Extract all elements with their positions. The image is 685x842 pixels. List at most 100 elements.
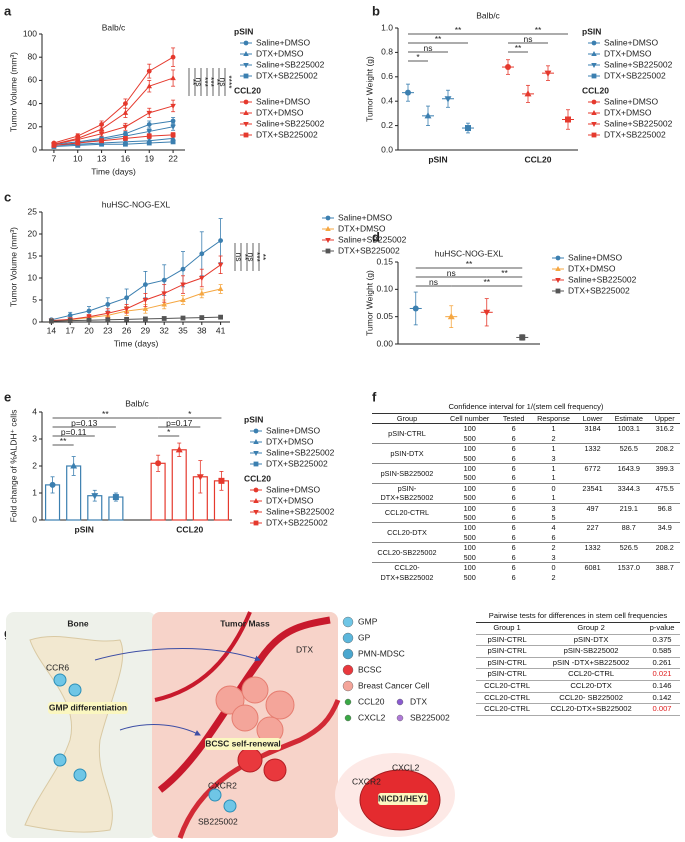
legend-marker	[243, 121, 249, 127]
legend-label: DTX+SB225002	[604, 70, 666, 80]
table-cell: 208.2	[649, 542, 680, 563]
legend-label: Saline+SB225002	[568, 274, 637, 284]
table-cell: 6	[497, 443, 530, 454]
y-axis-label: Tumor Volume (mm³)	[8, 227, 18, 307]
panel-label: a	[4, 3, 12, 18]
data-point	[67, 313, 73, 318]
sig-label: ns	[234, 253, 244, 262]
table-cell: pSIN-CTRL	[476, 634, 539, 647]
data-point	[146, 129, 153, 135]
table-row: 500 6 1	[372, 473, 680, 483]
table-cell: 6	[551, 532, 556, 542]
legend-label: DTX+SB225002	[256, 129, 318, 139]
data-point	[170, 54, 176, 60]
data-point	[75, 140, 81, 146]
table-cell: 3344.3	[608, 482, 650, 504]
table-row: 500 6 2	[372, 573, 680, 582]
data-point	[51, 142, 57, 148]
sig-label: **	[102, 409, 109, 419]
legend-label: Saline+SB225002	[256, 118, 325, 128]
data-point	[123, 136, 128, 141]
data-point	[142, 297, 149, 303]
legend-label: DTX+DMSO	[266, 436, 314, 446]
table-g: Pairwise tests for differences in stem c…	[476, 611, 680, 716]
x-tick-label: 41	[216, 325, 226, 335]
legend-label: Saline+SB225002	[338, 234, 407, 244]
diagram-legend-icon	[396, 714, 404, 722]
series-line	[53, 105, 174, 145]
chart-title: Balb/c	[476, 10, 500, 20]
data-point	[218, 238, 224, 244]
x-tick-label: 32	[159, 325, 169, 335]
table-cell: 0.146	[644, 680, 680, 693]
data-point	[146, 83, 153, 89]
table-row: CCL20-DTX 100 6 4 227 88.7 34.9	[372, 522, 680, 543]
diagram-label: DTX	[296, 644, 313, 654]
sig-label: **	[240, 254, 250, 261]
table-cell: 227	[577, 522, 609, 543]
table-cell: 500	[463, 473, 476, 483]
table-cell: 388.7	[649, 562, 680, 582]
legend-marker	[591, 40, 597, 46]
sig-label: p=0.17	[166, 418, 193, 428]
legend-marker	[555, 255, 561, 261]
label-box	[48, 702, 128, 714]
x-tick-label: 14	[47, 325, 57, 335]
table-cell: 500	[463, 513, 476, 523]
data-point	[161, 301, 167, 307]
series-line	[53, 56, 174, 144]
legend-marker	[253, 450, 259, 456]
data-point	[146, 68, 152, 74]
data-point	[199, 251, 205, 257]
label-box	[205, 738, 281, 750]
table-cell: 2	[551, 433, 556, 443]
diagram-legend-icon	[342, 616, 354, 628]
data-point	[124, 295, 129, 301]
sig-label: ns	[218, 78, 228, 87]
legend-label: DTX+DMSO	[604, 48, 652, 58]
data-point	[170, 139, 176, 145]
table-title: Pairwise tests for differences in stem c…	[488, 611, 668, 620]
table-body: Group Cell number Tested Response Lower Estim…	[372, 412, 680, 582]
data-point	[99, 138, 104, 144]
y-tick-label: 15	[28, 250, 38, 260]
y-axis-label: Fold change of %ALDH⁺ cells	[8, 410, 18, 523]
x-tick-label: 7	[52, 153, 57, 163]
y-tick-label: 0.05	[376, 311, 393, 321]
table-row: 500 6 3	[372, 553, 680, 563]
table-cell: pSIN-SB225002	[372, 463, 442, 484]
data-point	[170, 132, 176, 138]
y-tick-label: 0.8	[381, 47, 393, 57]
table-cell: 34.9	[649, 522, 680, 543]
diagram-legend-label: Breast Cancer Cell	[358, 680, 429, 690]
diagram-legend-label: BCSC	[358, 664, 382, 674]
legend-marker	[591, 51, 597, 57]
legend-marker	[325, 226, 331, 232]
diagram-label: CXCR2	[352, 776, 381, 786]
panel-label: f	[372, 389, 377, 404]
data-point	[123, 141, 128, 147]
sig-label: **	[466, 259, 473, 269]
x-tick-label: 35	[178, 325, 188, 335]
table-cell: 1537.0	[608, 562, 650, 582]
sig-label: ***	[252, 252, 262, 263]
table-cell: CCL20-SB225002	[372, 542, 442, 563]
sig-label: **	[501, 268, 508, 278]
legend-marker	[591, 99, 597, 105]
y-tick-label: 25	[28, 206, 38, 216]
table-cell: 1332	[577, 542, 609, 563]
y-tick-label: 10	[28, 272, 38, 282]
legend-label: Saline+SB225002	[604, 59, 673, 69]
x-axis-label: Time (days)	[114, 338, 159, 348]
gmp-cell	[53, 753, 67, 767]
legend-group: CCL20	[582, 85, 609, 95]
legend-label: Saline+DMSO	[256, 37, 310, 47]
series-line	[51, 240, 221, 321]
table-cell: 3184	[577, 423, 609, 444]
data-point	[122, 109, 129, 115]
data-point	[123, 306, 130, 312]
bar	[150, 462, 166, 521]
legend-marker	[253, 487, 259, 493]
data-point	[99, 141, 104, 147]
